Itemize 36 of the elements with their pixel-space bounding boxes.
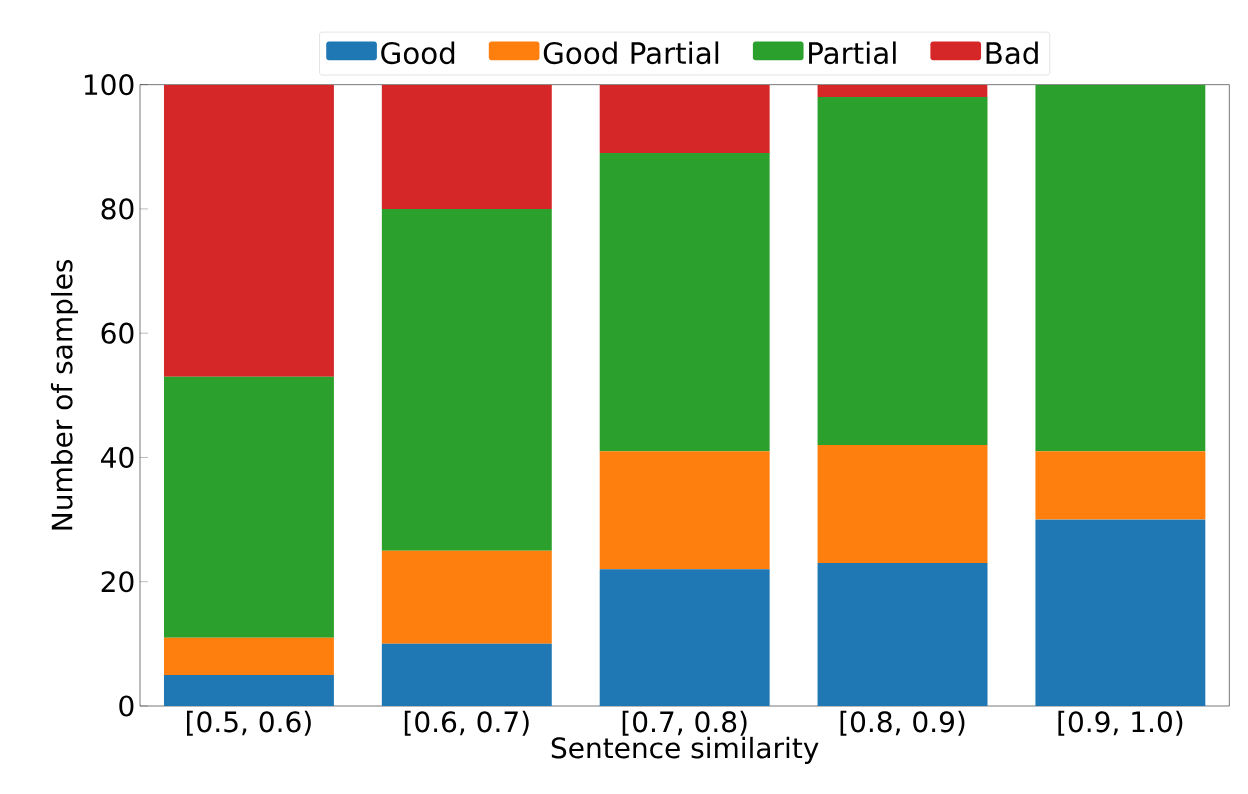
bar: [817, 563, 988, 706]
bar: [817, 445, 988, 564]
bar: [163, 674, 334, 706]
x-tick-label: [0.9, 1.0): [1058, 710, 1183, 736]
bar: [381, 643, 552, 706]
bar: [817, 97, 988, 446]
bar: [163, 84, 334, 377]
bar: [817, 84, 988, 98]
legend-label: Partial: [809, 41, 896, 65]
bar: [1035, 451, 1206, 520]
legend-label: Bad: [986, 41, 1038, 65]
bar: [1035, 519, 1206, 706]
bar: [163, 637, 334, 675]
x-tick-label: [0.7, 0.8): [622, 710, 747, 736]
bar: [599, 451, 770, 570]
bar: [599, 153, 770, 452]
y-tick-label: 40: [101, 446, 134, 469]
y-tick-label: 20: [101, 571, 134, 593]
y-tick-label: 60: [101, 322, 134, 344]
legend-label: Good Partial: [543, 41, 719, 65]
x-tick-label: [0.5, 0.6): [186, 710, 311, 736]
bar: [381, 208, 552, 551]
x-axis-title: Sentence similarity: [551, 736, 819, 764]
legend-label: Good: [381, 41, 455, 65]
y-tick-label: 80: [101, 198, 134, 220]
bar: [599, 84, 770, 154]
y-tick-label: 100: [84, 74, 134, 96]
y-tick-label: 0: [119, 695, 134, 717]
bar: [1035, 84, 1206, 452]
y-axis-title: Number of samples: [50, 259, 79, 530]
bar: [381, 84, 552, 209]
bar: [599, 569, 770, 706]
x-tick-label: [0.6, 0.7): [404, 710, 529, 736]
bar: [381, 550, 552, 644]
bar: [163, 376, 334, 638]
x-tick-label: [0.8, 0.9): [840, 710, 965, 736]
